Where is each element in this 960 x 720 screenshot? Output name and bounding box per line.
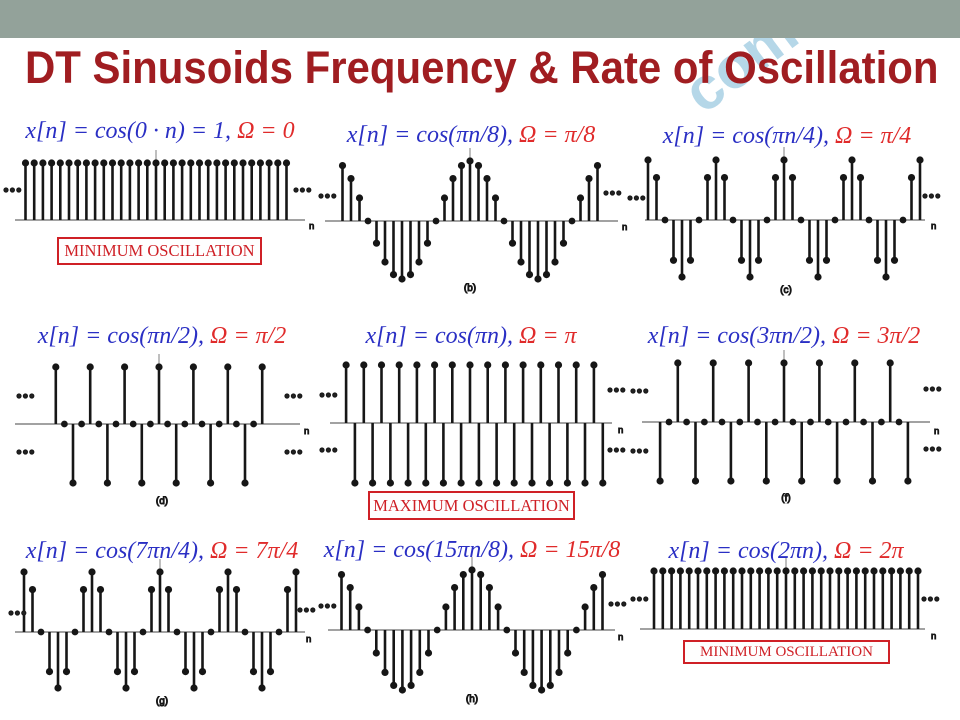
svg-text:n: n (931, 221, 936, 232)
svg-text:n: n (931, 631, 936, 642)
svg-text:(f): (f) (781, 493, 790, 504)
svg-text:(b): (b) (464, 283, 476, 294)
svg-text:n: n (306, 634, 311, 645)
svg-text:(h): (h) (466, 694, 478, 705)
svg-text:(d): (d) (156, 496, 168, 507)
svg-text:n: n (934, 426, 939, 437)
svg-text:n: n (622, 222, 627, 233)
svg-text:n: n (618, 425, 623, 436)
svg-text:n: n (618, 632, 623, 643)
svg-text:(g): (g) (156, 696, 168, 707)
svg-text:n: n (309, 221, 314, 232)
svg-text:n: n (304, 426, 309, 437)
svg-text:(c): (c) (780, 285, 792, 296)
